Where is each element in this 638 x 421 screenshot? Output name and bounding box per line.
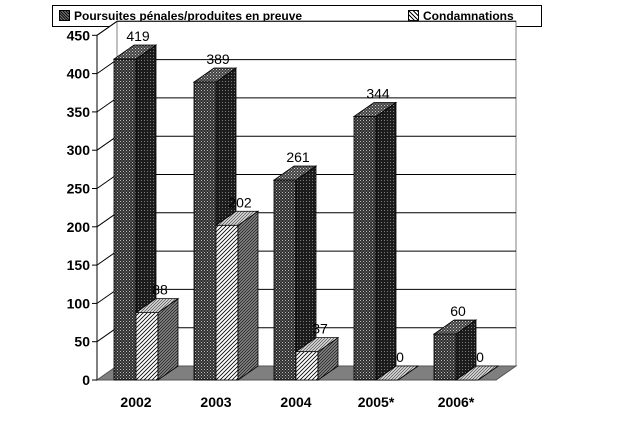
bar-side <box>237 210 259 381</box>
y-tick-label: 0 <box>82 372 90 388</box>
y-tick-label: 50 <box>74 334 90 350</box>
bar <box>374 365 420 381</box>
data-label: 344 <box>366 85 390 101</box>
legend-label-poursuites: Poursuites pénales/produites en preuve <box>74 9 303 23</box>
y-tick-label: 200 <box>67 219 91 235</box>
legend-swatch-poursuites <box>59 10 70 21</box>
data-label: 0 <box>396 349 404 365</box>
x-tick-label: 2002 <box>120 394 151 410</box>
bar <box>214 210 260 381</box>
data-label: 0 <box>476 349 484 365</box>
bar-top <box>294 337 340 353</box>
legend-swatch-condamnations <box>408 10 419 21</box>
bar-top <box>454 365 500 381</box>
data-label: 202 <box>228 194 252 210</box>
bar-side <box>375 101 397 381</box>
data-label: 419 <box>126 28 150 44</box>
y-tick-label: 250 <box>67 181 91 197</box>
x-tick-label: 2004 <box>280 394 311 410</box>
legend-item-condamnations: Condamnations <box>408 9 514 23</box>
y-tick-label: 100 <box>67 295 91 311</box>
bar <box>454 365 500 381</box>
x-tick-label: 2006* <box>438 394 475 410</box>
bar-top <box>374 365 420 381</box>
data-label: 60 <box>450 303 466 319</box>
data-label: 261 <box>286 149 310 165</box>
y-tick-label: 400 <box>67 66 91 82</box>
bar-front <box>353 116 377 381</box>
bar-front <box>215 224 239 381</box>
bar <box>112 44 158 381</box>
bar <box>134 297 180 381</box>
data-label: 37 <box>312 321 328 337</box>
bar-front <box>433 333 457 381</box>
legend-label-condamnations: Condamnations <box>423 9 514 23</box>
legend-item-poursuites: Poursuites pénales/produites en preuve <box>59 9 302 23</box>
bar <box>352 101 398 381</box>
bar-front <box>193 81 217 381</box>
x-tick-label: 2003 <box>200 394 231 410</box>
bar-top <box>272 165 318 181</box>
bar-top <box>432 319 478 335</box>
bar-top <box>134 298 180 313</box>
bar <box>272 165 318 381</box>
x-tick-label: 2005* <box>358 394 395 410</box>
y-tick-label: 300 <box>67 142 91 158</box>
data-labels: 419 88 389 202 261 37 344 0 60 0 <box>126 28 484 365</box>
y-tick-label: 350 <box>67 104 91 120</box>
bar-top <box>352 102 398 117</box>
y-tick-label: 450 <box>67 27 91 43</box>
bar-front <box>135 312 159 381</box>
bar-top <box>214 210 260 226</box>
bar-top <box>112 44 158 60</box>
y-tick-label: 150 <box>67 257 91 273</box>
data-label: 88 <box>152 282 168 298</box>
bar <box>294 336 340 381</box>
bars <box>112 44 500 381</box>
x-axis: 2002 2003 2004 2005* 2006* <box>120 394 474 410</box>
y-axis: 0 50 100 150 200 250 300 350 400 450 <box>67 27 98 388</box>
gridline-side <box>96 20 118 36</box>
bar <box>432 319 478 381</box>
bar-top <box>192 67 238 83</box>
bar-front <box>295 351 319 381</box>
bar-front <box>113 58 137 381</box>
data-label: 389 <box>206 51 230 67</box>
bar-front <box>273 179 297 381</box>
